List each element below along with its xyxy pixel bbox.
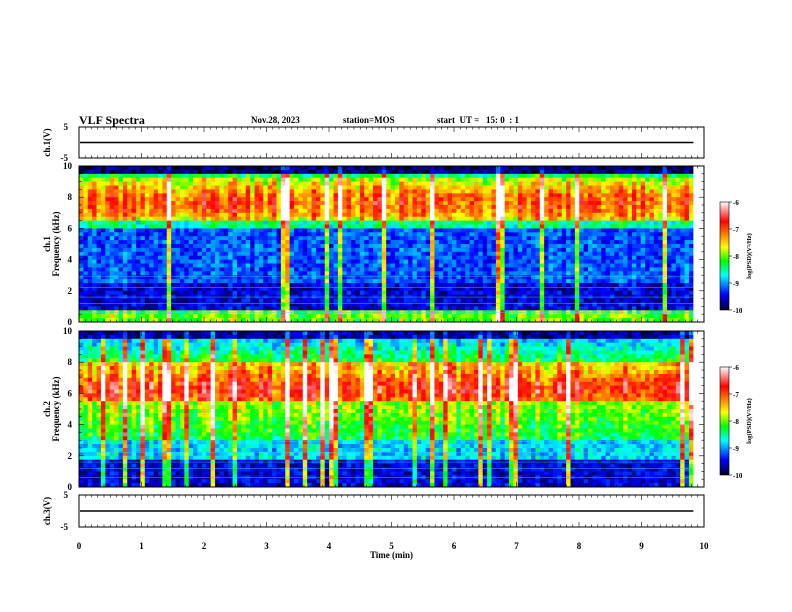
ch3-wave-ylabel: ch.3(V) xyxy=(42,497,52,525)
ch1-wave-y-tick-label: 5 xyxy=(64,122,69,132)
ch1-y-tick-label: 0 xyxy=(68,317,73,327)
ch2-colorbar-tick: -7 xyxy=(733,391,739,399)
x-tick-label: 3 xyxy=(264,541,269,551)
ch1-colorbar-label: log(PSD)(V²/Hz) xyxy=(746,233,753,279)
ch2-spectrogram-image xyxy=(79,331,704,488)
ch1-ylabel-frequency: Frequency (kHz) xyxy=(51,211,61,276)
ch1-ylabel-channel: ch.1 xyxy=(42,236,52,252)
ch1-spectrogram-image xyxy=(79,166,704,323)
ch2-y-tick-label: 10 xyxy=(63,326,73,336)
ch2-ylabel-channel: ch.2 xyxy=(42,401,52,417)
x-tick-label: 8 xyxy=(577,541,582,551)
x-tick-label: 4 xyxy=(327,541,332,551)
station-label: station=MOS xyxy=(343,115,395,125)
ch1-wave-y-tick-label: -5 xyxy=(61,153,69,163)
x-tick-label: 6 xyxy=(452,541,457,551)
ch2-colorbar xyxy=(719,366,730,476)
ch2-colorbar-tick: -8 xyxy=(733,418,739,426)
x-tick-label: 9 xyxy=(639,541,644,551)
ch2-colorbar-tick: -10 xyxy=(733,472,743,480)
ch1-colorbar xyxy=(719,201,730,311)
ch1-colorbar-tick: -8 xyxy=(733,253,739,261)
ch2-y-tick-label: 0 xyxy=(68,482,73,492)
x-axis-label: Time (min) xyxy=(370,550,413,560)
start-time-label: start UT = 15: 0 : 1 xyxy=(437,115,519,125)
ch2-colorbar-label: log(PSD)(V²/Hz) xyxy=(746,398,753,444)
ch1-wave-ylabel: ch.1(V) xyxy=(42,128,52,156)
ch2-colorbar-tick: -6 xyxy=(733,364,739,372)
date-label: Nov.28, 2023 xyxy=(251,115,300,125)
x-tick-label: 1 xyxy=(139,541,144,551)
ch1-colorbar-tick: -10 xyxy=(733,307,743,315)
x-tick-label: 7 xyxy=(514,541,519,551)
x-tick-label: 2 xyxy=(202,541,207,551)
ch2-y-tick-label: 4 xyxy=(68,420,73,430)
x-tick-label: 0 xyxy=(77,541,82,551)
ch2-ylabel-frequency: Frequency (kHz) xyxy=(51,376,61,441)
x-tick-label: 10 xyxy=(700,541,710,551)
ch1-colorbar-tick: -9 xyxy=(733,280,739,288)
ch1-colorbar-tick: -7 xyxy=(733,226,739,234)
ch2-colorbar-tick: -9 xyxy=(733,445,739,453)
ch1-y-tick-label: 6 xyxy=(68,223,73,233)
x-tick-label: 5 xyxy=(389,541,394,551)
ch1-colorbar-tick: -6 xyxy=(733,199,739,207)
ch2-y-tick-label: 8 xyxy=(68,357,73,367)
ch2-y-tick-label: 6 xyxy=(68,388,73,398)
ch1-y-tick-label: 4 xyxy=(68,255,73,265)
ch1-y-tick-label: 10 xyxy=(63,161,73,171)
figure-title: VLF Spectra xyxy=(79,113,145,127)
ch1-y-tick-label: 2 xyxy=(68,286,73,296)
ch3-wave-y-tick-label: -5 xyxy=(61,522,69,532)
ch3-wave-y-tick-label: 5 xyxy=(64,490,69,500)
ch1-y-tick-label: 8 xyxy=(68,192,73,202)
ch2-y-tick-label: 2 xyxy=(68,451,73,461)
